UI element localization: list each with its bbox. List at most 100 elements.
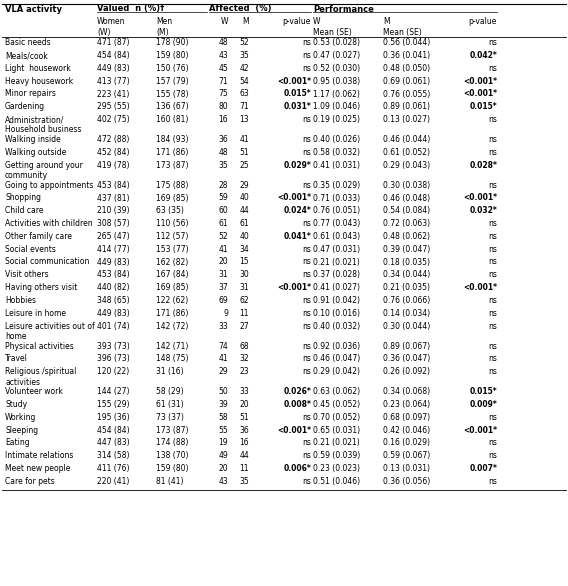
Text: 112 (57): 112 (57) xyxy=(156,232,189,241)
Text: 0.031*: 0.031* xyxy=(283,103,311,111)
Text: 157 (79): 157 (79) xyxy=(156,77,189,86)
Text: ns: ns xyxy=(488,38,497,47)
Text: 36: 36 xyxy=(218,135,228,144)
Text: 155 (29): 155 (29) xyxy=(97,400,130,409)
Text: 0.19 (0.025): 0.19 (0.025) xyxy=(313,115,360,124)
Text: p-value: p-value xyxy=(469,18,497,26)
Text: 59: 59 xyxy=(218,193,228,203)
Text: ns: ns xyxy=(302,296,311,305)
Text: 0.47 (0.031): 0.47 (0.031) xyxy=(313,245,360,254)
Text: 401 (74): 401 (74) xyxy=(97,322,130,331)
Text: 41: 41 xyxy=(218,245,228,254)
Text: Administration/
Household business: Administration/ Household business xyxy=(5,115,81,135)
Text: 40: 40 xyxy=(239,193,249,203)
Text: Care for pets: Care for pets xyxy=(5,476,55,486)
Text: Light  housework: Light housework xyxy=(5,64,71,73)
Text: 0.77 (0.043): 0.77 (0.043) xyxy=(313,219,360,228)
Text: <0.001*: <0.001* xyxy=(463,193,497,203)
Text: 0.30 (0.038): 0.30 (0.038) xyxy=(383,180,430,190)
Text: 9: 9 xyxy=(223,309,228,318)
Text: 308 (57): 308 (57) xyxy=(97,219,130,228)
Text: ns: ns xyxy=(302,438,311,447)
Text: 453 (84): 453 (84) xyxy=(97,270,130,280)
Text: ns: ns xyxy=(302,148,311,157)
Text: 58 (29): 58 (29) xyxy=(156,387,183,396)
Text: 0.69 (0.061): 0.69 (0.061) xyxy=(383,77,430,86)
Text: <0.001*: <0.001* xyxy=(463,77,497,86)
Text: 0.54 (0.084): 0.54 (0.084) xyxy=(383,206,430,215)
Text: Walking inside: Walking inside xyxy=(5,135,61,144)
Text: ns: ns xyxy=(302,219,311,228)
Text: 440 (82): 440 (82) xyxy=(97,283,130,292)
Text: <0.001*: <0.001* xyxy=(463,283,497,292)
Text: 0.40 (0.032): 0.40 (0.032) xyxy=(313,322,360,331)
Text: ns: ns xyxy=(488,355,497,363)
Text: 472 (88): 472 (88) xyxy=(97,135,130,144)
Text: ns: ns xyxy=(488,367,497,376)
Text: Eating: Eating xyxy=(5,438,30,447)
Text: 27: 27 xyxy=(239,322,249,331)
Text: ns: ns xyxy=(302,342,311,350)
Text: Affected  (%): Affected (%) xyxy=(209,5,272,13)
Text: 160 (81): 160 (81) xyxy=(156,115,189,124)
Text: 449 (83): 449 (83) xyxy=(97,309,130,318)
Text: 122 (62): 122 (62) xyxy=(156,296,188,305)
Text: Travel: Travel xyxy=(5,355,28,363)
Text: 23: 23 xyxy=(239,367,249,376)
Text: 0.72 (0.063): 0.72 (0.063) xyxy=(383,219,430,228)
Text: 0.91 (0.042): 0.91 (0.042) xyxy=(313,296,360,305)
Text: 71: 71 xyxy=(218,77,228,86)
Text: Social communication: Social communication xyxy=(5,257,89,267)
Text: ns: ns xyxy=(302,257,311,267)
Text: 0.028*: 0.028* xyxy=(469,161,497,170)
Text: 0.041*: 0.041* xyxy=(283,232,311,241)
Text: ns: ns xyxy=(488,476,497,486)
Text: <0.001*: <0.001* xyxy=(277,77,311,86)
Text: 11: 11 xyxy=(240,464,249,473)
Text: Other family care: Other family care xyxy=(5,232,72,241)
Text: 0.63 (0.062): 0.63 (0.062) xyxy=(313,387,360,396)
Text: ns: ns xyxy=(488,451,497,460)
Text: 42: 42 xyxy=(239,64,249,73)
Text: 0.53 (0.028): 0.53 (0.028) xyxy=(313,38,360,47)
Text: 144 (27): 144 (27) xyxy=(97,387,130,396)
Text: 0.51 (0.046): 0.51 (0.046) xyxy=(313,476,360,486)
Text: 159 (80): 159 (80) xyxy=(156,464,189,473)
Text: 0.46 (0.047): 0.46 (0.047) xyxy=(313,355,360,363)
Text: 162 (82): 162 (82) xyxy=(156,257,188,267)
Text: 28: 28 xyxy=(219,180,228,190)
Text: Child care: Child care xyxy=(5,206,44,215)
Text: Physical activities: Physical activities xyxy=(5,342,74,350)
Text: ns: ns xyxy=(488,135,497,144)
Text: 173 (87): 173 (87) xyxy=(156,425,189,434)
Text: 0.015*: 0.015* xyxy=(469,103,497,111)
Text: Volunteer work: Volunteer work xyxy=(5,387,63,396)
Text: 471 (87): 471 (87) xyxy=(97,38,130,47)
Text: 0.48 (0.062): 0.48 (0.062) xyxy=(383,232,430,241)
Text: 62: 62 xyxy=(239,296,249,305)
Text: 44: 44 xyxy=(239,206,249,215)
Text: 0.71 (0.033): 0.71 (0.033) xyxy=(313,193,360,203)
Text: 0.58 (0.032): 0.58 (0.032) xyxy=(313,148,360,157)
Text: ns: ns xyxy=(488,219,497,228)
Text: Leisure in home: Leisure in home xyxy=(5,309,66,318)
Text: ns: ns xyxy=(488,180,497,190)
Text: <0.001*: <0.001* xyxy=(463,425,497,434)
Text: 0.29 (0.043): 0.29 (0.043) xyxy=(383,161,430,170)
Text: Performance: Performance xyxy=(313,5,374,13)
Text: 74: 74 xyxy=(218,342,228,350)
Text: 173 (87): 173 (87) xyxy=(156,161,189,170)
Text: 142 (72): 142 (72) xyxy=(156,322,189,331)
Text: 178 (90): 178 (90) xyxy=(156,38,189,47)
Text: 33: 33 xyxy=(218,322,228,331)
Text: ns: ns xyxy=(302,322,311,331)
Text: 31 (16): 31 (16) xyxy=(156,367,183,376)
Text: Women
(W): Women (W) xyxy=(97,18,126,37)
Text: 0.34 (0.044): 0.34 (0.044) xyxy=(383,270,430,280)
Text: 61 (31): 61 (31) xyxy=(156,400,183,409)
Text: Gardening: Gardening xyxy=(5,103,45,111)
Text: 16: 16 xyxy=(218,115,228,124)
Text: M
Mean (SE): M Mean (SE) xyxy=(383,18,422,37)
Text: 80: 80 xyxy=(218,103,228,111)
Text: 184 (93): 184 (93) xyxy=(156,135,189,144)
